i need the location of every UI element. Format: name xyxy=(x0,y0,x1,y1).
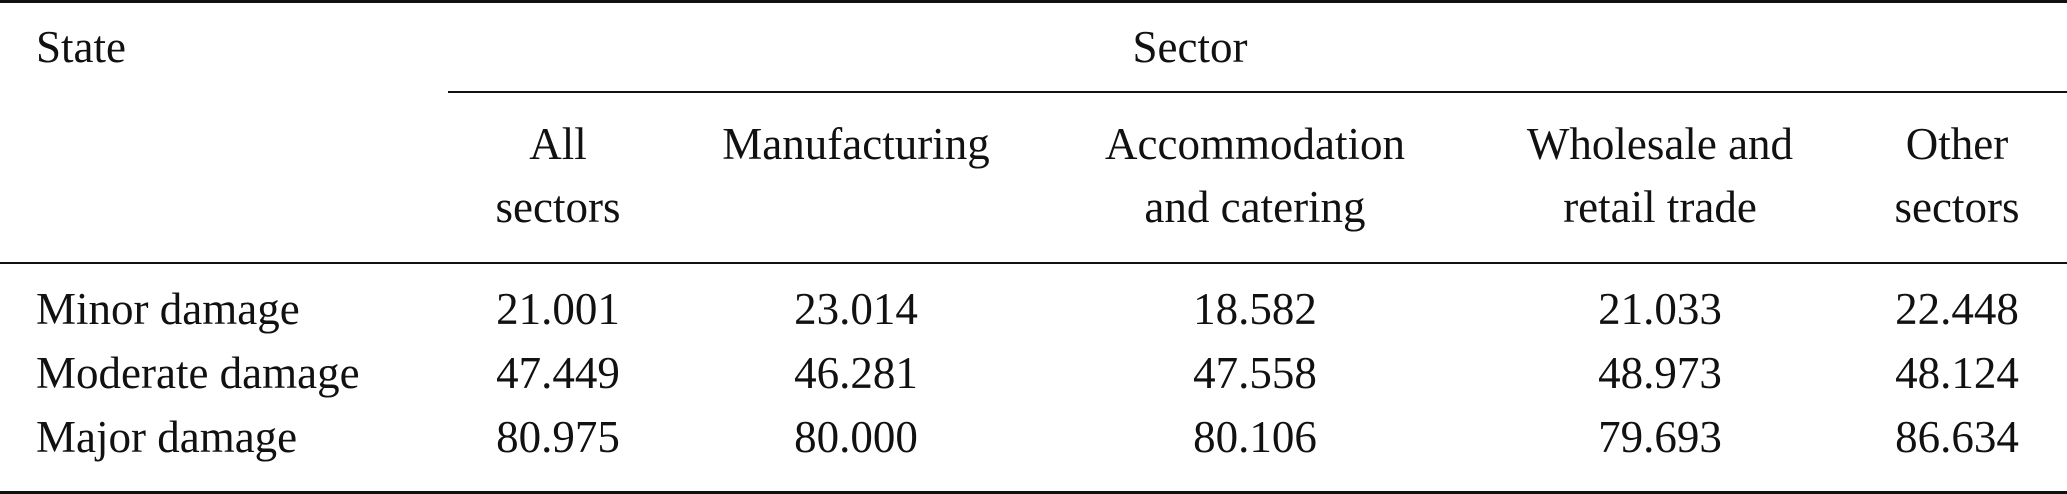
column-header-line2: sectors xyxy=(495,182,621,232)
bottom-rule xyxy=(0,491,2067,494)
column-header-all-sectors: All sectors xyxy=(438,113,678,239)
table-cell: 18.582 xyxy=(1193,284,1317,334)
table-cell: 48.973 xyxy=(1598,348,1722,398)
table-cell: 80.000 xyxy=(794,412,918,462)
column-header-line2: and catering xyxy=(1144,182,1366,232)
column-header-wholesale-retail: Wholesale and retail trade xyxy=(1470,113,1850,239)
table-cell: 22.448 xyxy=(1895,284,2019,334)
sector-group-header: Sector xyxy=(1132,22,1248,72)
table-cell: 21.001 xyxy=(496,284,620,334)
table-cell: 23.014 xyxy=(794,284,918,334)
table-cell: 47.449 xyxy=(496,348,620,398)
sector-underline-rule xyxy=(448,91,2067,93)
column-header-line2: retail trade xyxy=(1563,182,1757,232)
column-header-line1: All xyxy=(529,119,587,169)
row-label-major-damage: Major damage xyxy=(36,412,298,462)
table-cell: 48.124 xyxy=(1895,348,2019,398)
table-cell: 80.975 xyxy=(496,412,620,462)
column-header-other-sectors: Other sectors xyxy=(1872,113,2042,239)
column-header-line1: Accommodation xyxy=(1105,119,1405,169)
table-cell: 86.634 xyxy=(1895,412,2019,462)
column-header-line2: sectors xyxy=(1894,182,2020,232)
row-label-moderate-damage: Moderate damage xyxy=(36,348,360,398)
table-cell: 80.106 xyxy=(1193,412,1317,462)
column-header-accommodation-catering: Accommodation and catering xyxy=(1060,113,1450,239)
column-header-line1: Manufacturing xyxy=(722,119,990,169)
table-cell: 21.033 xyxy=(1598,284,1722,334)
header-body-rule xyxy=(0,262,2067,264)
state-column-header: State xyxy=(36,22,126,72)
column-header-manufacturing: Manufacturing xyxy=(686,113,1026,176)
table-cell: 46.281 xyxy=(794,348,918,398)
column-header-line1: Other xyxy=(1905,119,2009,169)
table-cell: 79.693 xyxy=(1598,412,1722,462)
top-rule xyxy=(0,0,2067,3)
table-cell: 47.558 xyxy=(1193,348,1317,398)
column-header-line1: Wholesale and xyxy=(1526,119,1794,169)
row-label-minor-damage: Minor damage xyxy=(36,284,300,334)
